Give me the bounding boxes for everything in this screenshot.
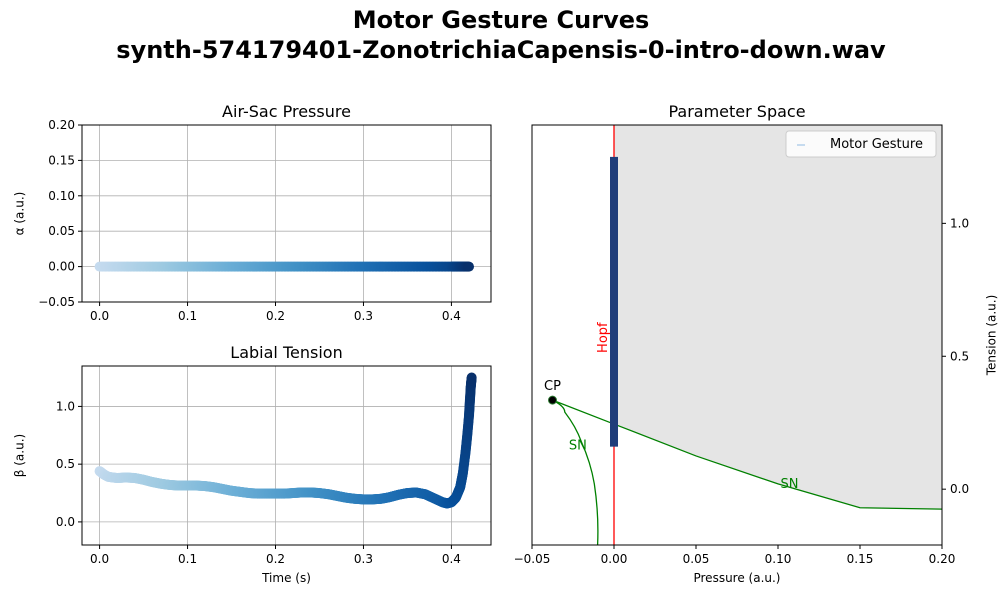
parameter-plot-ytick-label-2: 1.0	[950, 216, 969, 230]
tension-plot-xtick-label-0: 0.0	[90, 552, 109, 566]
parameter-plot-xtick-label-4: 0.15	[847, 552, 874, 566]
tension-plot-xlabel: Time (s)	[261, 571, 311, 585]
cusp-point-marker	[548, 395, 557, 405]
tension-plot-ytick-label-2: 1.0	[56, 399, 75, 413]
oscillation-region	[614, 125, 942, 510]
tension-plot-xtick-label-3: 0.3	[354, 552, 373, 566]
sn-lower-curve	[552, 399, 599, 546]
pressure-plot-xtick-label-1: 0.1	[178, 309, 197, 323]
parameter-plot-xlabel: Pressure (a.u.)	[693, 571, 780, 585]
parameter-plot-title: Parameter Space	[668, 102, 805, 121]
pressure-plot-xtick-label-4: 0.4	[442, 309, 461, 323]
sn-lower-label: SN	[569, 438, 587, 453]
legend-label: Motor Gesture	[830, 137, 923, 152]
hopf-label: Hopf	[596, 322, 611, 353]
parameter-plot-xtick-label-3: 0.10	[765, 552, 792, 566]
parameter-plot-xtick-label-2: 0.05	[683, 552, 710, 566]
parameter-plot-xtick-label-5: 0.20	[929, 552, 956, 566]
pressure-plot-title: Air-Sac Pressure	[222, 102, 351, 121]
tension-plot-ylabel: β (a.u.)	[13, 434, 27, 477]
sn-upper-curve	[552, 399, 943, 510]
parameter-plot-xtick-label-0: −0.05	[514, 552, 551, 566]
parameter-plot-ytick-label-1: 0.5	[950, 349, 969, 363]
tension-plot-title: Labial Tension	[230, 343, 342, 362]
parameter-plot-ytick-label-0: 0.0	[950, 482, 969, 496]
tension-point-714	[466, 372, 477, 383]
pressure-plot-ytick-label-1: 0.00	[48, 260, 75, 274]
pressure-plot-frame	[81, 124, 492, 303]
sn-upper-label: SN	[780, 477, 798, 492]
pressure-plot-xtick-label-2: 0.2	[266, 309, 285, 323]
tension-plot-ytick-label-0: 0.0	[56, 515, 75, 529]
motor-gesture-trace	[610, 156, 618, 447]
parameter-plot-frame	[531, 124, 943, 546]
pressure-point-270	[464, 261, 475, 272]
cusp-label: CP	[544, 379, 561, 394]
pressure-plot-ytick-label-4: 0.15	[48, 153, 75, 167]
tension-plot-frame	[81, 365, 492, 546]
pressure-plot-ylabel: α (a.u.)	[13, 192, 27, 236]
pressure-plot-ytick-label-0: −0.05	[38, 295, 75, 309]
figure-title-line1: Motor Gesture Curves	[352, 6, 650, 34]
figure-title-line2: synth-574179401-ZonotrichiaCapensis-0-in…	[116, 36, 886, 64]
pressure-plot-xtick-label-3: 0.3	[354, 309, 373, 323]
tension-plot-xtick-label-2: 0.2	[266, 552, 285, 566]
pressure-plot-xtick-label-0: 0.0	[90, 309, 109, 323]
parameter-plot-ylabel: Tension (a.u.)	[985, 295, 999, 377]
tension-plot-xtick-label-1: 0.1	[178, 552, 197, 566]
tension-plot-ytick-label-1: 0.5	[56, 457, 75, 471]
pressure-plot-ytick-label-2: 0.05	[48, 224, 75, 238]
tension-plot-xtick-label-4: 0.4	[442, 552, 461, 566]
legend-box	[785, 130, 937, 158]
parameter-plot-xtick-label-1: 0.00	[601, 552, 628, 566]
pressure-plot-ytick-label-3: 0.10	[48, 189, 75, 203]
pressure-plot-ytick-label-5: 0.20	[48, 118, 75, 132]
